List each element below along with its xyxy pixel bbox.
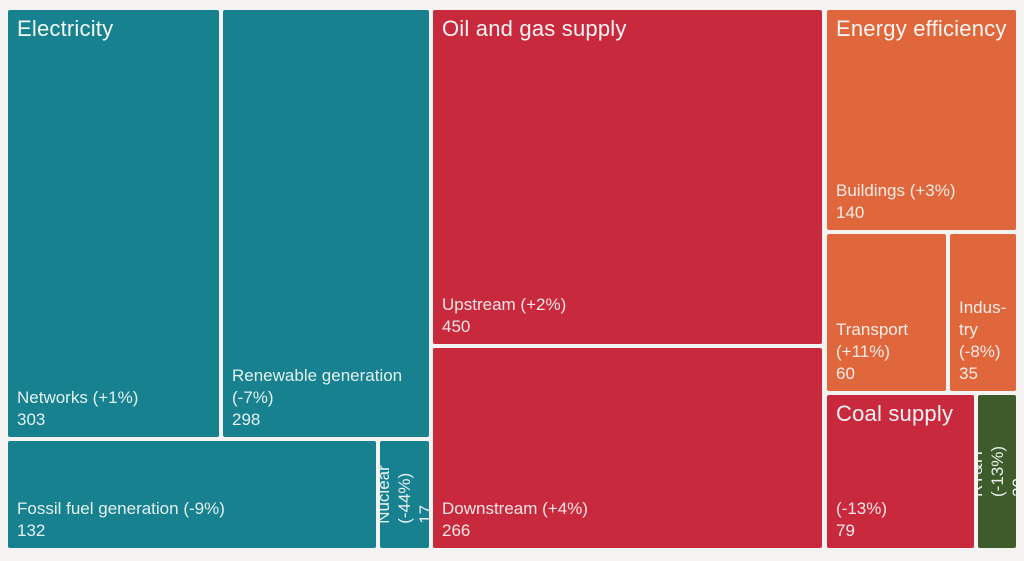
tile-value: 60 (836, 364, 855, 383)
tile-label-text: Buildings (+3%) (836, 181, 956, 200)
tile-label-renewable: Renewable generation (-7%) 298 (232, 365, 425, 431)
tile-value: 266 (442, 521, 471, 540)
tile-value: 303 (17, 410, 46, 429)
tile-label-networks: Networks (+1%) 303 (17, 387, 215, 431)
tile-value: 79 (836, 521, 855, 540)
tile-label-text: Transport (+11%) (836, 320, 909, 361)
tile-label-downstream: Downstream (+4%) 266 (442, 498, 818, 542)
tile-upstream[interactable]: Oil and gas supply Upstream (+2%) 450 (433, 10, 822, 344)
tile-buildings[interactable]: Energy efficiency Buildings (+3%) 140 (827, 10, 1016, 230)
tile-label-text: Renewable generation (-7%) (232, 366, 403, 407)
tile-label-transport: Transport (+11%) 60 (836, 319, 942, 385)
tile-label-upstream: Upstream (+2%) 450 (442, 294, 818, 338)
tile-label-text: Indus- try (-8%) (959, 298, 1007, 361)
tile-downstream[interactable]: Downstream (+4%) 266 (433, 348, 822, 548)
tile-label-text: Upstream (+2%) (442, 295, 567, 314)
tile-nuclear[interactable]: Nuclear (-44%) 17 (380, 441, 429, 548)
tile-value: 132 (17, 521, 46, 540)
tile-value: 298 (232, 410, 261, 429)
tile-renewable-generation[interactable]: Renewable generation (-7%) 298 (223, 10, 429, 437)
tile-fossil-fuel-generation[interactable]: Fossil fuel generation (-9%) 132 (8, 441, 376, 548)
tile-value: 450 (442, 317, 471, 336)
tile-label-fossil: Fossil fuel generation (-9%) 132 (17, 498, 372, 542)
group-title-oil-and-gas: Oil and gas supply (442, 16, 627, 41)
group-title-energy-efficiency: Energy efficiency (836, 16, 1007, 41)
tile-label-buildings: Buildings (+3%) 140 (836, 180, 1012, 224)
tile-label-nuclear: Nuclear (-44%) 17 (380, 441, 429, 548)
tile-label-text: RT&H (-13%) 20 (978, 445, 1016, 497)
tile-label-rth: RT&H (-13%) 20 (978, 395, 1016, 548)
tile-label-text: Networks (+1%) (17, 388, 139, 407)
tile-label-text: Fossil fuel generation (-9%) (17, 499, 225, 518)
group-title-coal-supply: Coal supply (836, 401, 954, 426)
tile-label-industry: Indus- try (-8%) 35 (959, 297, 1012, 385)
tile-networks[interactable]: Electricity Networks (+1%) 303 (8, 10, 219, 437)
tile-label-text: (-13%) (836, 499, 888, 518)
tile-coal-supply[interactable]: Coal supply (-13%) 79 (827, 395, 974, 548)
tile-transport[interactable]: Transport (+11%) 60 (827, 234, 946, 391)
tile-label-text: Downstream (+4%) (442, 499, 588, 518)
group-title-electricity: Electricity (17, 16, 114, 41)
tile-label-text: Nuclear (-44%) 17 (380, 465, 429, 524)
tile-industry[interactable]: Indus- try (-8%) 35 (950, 234, 1016, 391)
tile-value: 35 (959, 364, 978, 383)
tile-value: 140 (836, 203, 865, 222)
tile-rth[interactable]: RT&H (-13%) 20 (978, 395, 1016, 548)
tile-label-coal: (-13%) 79 (836, 498, 970, 542)
